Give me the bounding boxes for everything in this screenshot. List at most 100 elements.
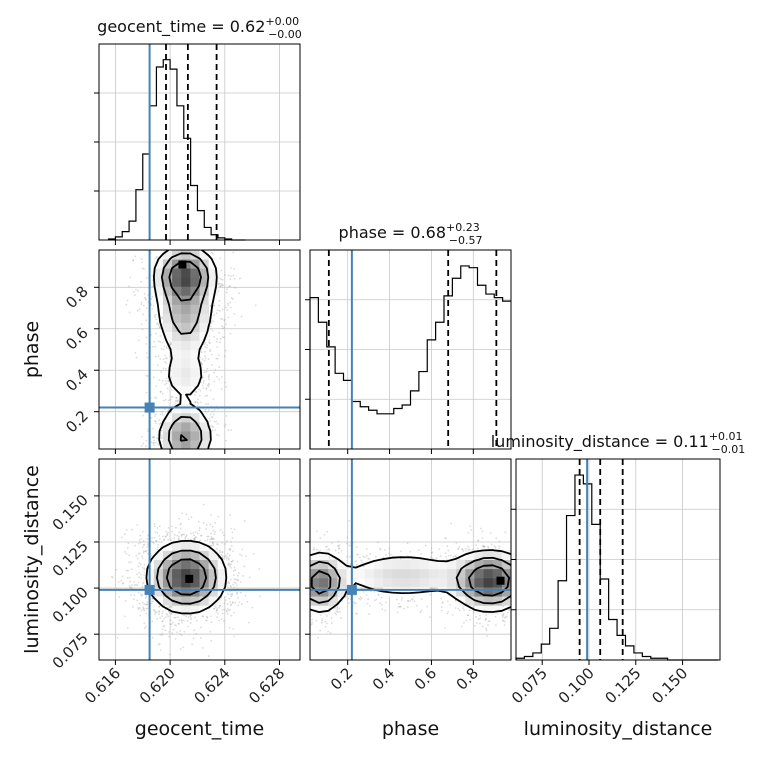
sample-point xyxy=(228,562,230,565)
sample-point xyxy=(142,456,144,458)
sample-point xyxy=(198,529,201,532)
sample-point xyxy=(121,575,124,578)
sample-point xyxy=(145,603,148,606)
sample-point xyxy=(339,610,341,613)
pair-geocent_time-luminosity_distance-content xyxy=(99,459,300,660)
sample-point xyxy=(202,503,205,506)
sample-point xyxy=(217,543,219,546)
sample-point xyxy=(173,450,175,452)
sample-point xyxy=(161,245,163,247)
density-cell xyxy=(190,340,200,350)
sample-point xyxy=(156,527,159,529)
sample-point xyxy=(227,563,230,565)
sample-point xyxy=(247,621,250,624)
sample-point xyxy=(155,318,158,321)
sample-point xyxy=(210,621,213,623)
sample-point xyxy=(185,513,188,516)
sample-point xyxy=(176,534,179,537)
density-cell xyxy=(162,331,173,341)
density-cell xyxy=(153,295,164,305)
sample-point xyxy=(204,357,207,360)
sample-point xyxy=(304,559,306,561)
sample-point xyxy=(136,310,139,312)
sample-point xyxy=(202,453,204,455)
sample-point xyxy=(152,376,155,379)
sample-point xyxy=(199,637,202,639)
sample-point xyxy=(134,294,136,297)
sample-point xyxy=(232,559,234,562)
sample-point xyxy=(225,414,228,417)
sample-point xyxy=(151,600,153,603)
sample-point xyxy=(142,550,145,553)
sample-point xyxy=(218,366,221,369)
sample-point xyxy=(234,568,237,571)
sample-point xyxy=(125,552,128,555)
density-cell xyxy=(172,313,182,323)
sample-point xyxy=(117,581,120,583)
sample-point xyxy=(198,471,200,473)
sample-point xyxy=(190,616,192,619)
sample-point xyxy=(164,354,166,357)
sample-point xyxy=(172,247,174,249)
sample-point xyxy=(146,603,149,606)
sample-point xyxy=(545,570,547,572)
sample-point xyxy=(203,371,206,374)
sample-point xyxy=(213,605,216,608)
sample-point xyxy=(160,236,162,238)
sample-point xyxy=(194,400,197,403)
sample-point xyxy=(193,450,195,452)
sample-point xyxy=(201,646,204,649)
sample-point xyxy=(397,605,400,608)
sample-point xyxy=(200,450,202,452)
sample-point xyxy=(168,635,171,638)
sample-point xyxy=(220,318,222,320)
density-cell xyxy=(172,412,182,423)
sample-point xyxy=(498,545,501,548)
sample-point xyxy=(233,635,236,638)
sample-point xyxy=(512,611,514,613)
sample-point xyxy=(159,413,162,416)
sample-point xyxy=(209,463,211,465)
sample-point xyxy=(139,614,142,617)
sample-point xyxy=(273,579,275,581)
sample-point xyxy=(356,553,359,556)
sample-point xyxy=(202,382,205,384)
sample-point xyxy=(120,579,123,582)
sample-point xyxy=(135,356,138,359)
density-cell xyxy=(172,541,182,551)
sample-point xyxy=(187,456,189,458)
sample-point xyxy=(141,546,144,548)
sample-point xyxy=(174,248,176,250)
sample-point xyxy=(211,542,214,545)
density-cell xyxy=(172,596,182,606)
sample-point xyxy=(198,394,201,397)
sample-point xyxy=(192,236,194,238)
sample-point xyxy=(162,625,165,628)
sample-point xyxy=(361,561,363,564)
sample-point xyxy=(171,530,174,533)
sample-point xyxy=(225,385,227,388)
density-cell xyxy=(181,385,191,396)
sample-point xyxy=(213,371,215,374)
sample-point xyxy=(231,560,233,563)
sample-point xyxy=(219,285,222,287)
sample-point xyxy=(198,527,201,529)
sample-point xyxy=(140,577,143,580)
sample-point xyxy=(206,616,209,619)
sample-point xyxy=(200,362,203,364)
pair-geocent_time-phase-frame xyxy=(98,249,301,450)
density-cell xyxy=(172,340,182,350)
sample-point xyxy=(157,473,159,475)
sample-point xyxy=(135,288,137,291)
sample-point xyxy=(177,473,179,475)
sample-point xyxy=(212,543,215,545)
sample-point xyxy=(177,450,179,452)
sample-point xyxy=(224,599,227,602)
sample-point xyxy=(186,241,188,243)
sample-point xyxy=(171,395,174,398)
sample-point xyxy=(196,398,199,401)
density-cell xyxy=(208,596,219,606)
sample-point xyxy=(168,611,171,614)
sample-point xyxy=(219,341,221,343)
sample-point xyxy=(205,528,208,530)
